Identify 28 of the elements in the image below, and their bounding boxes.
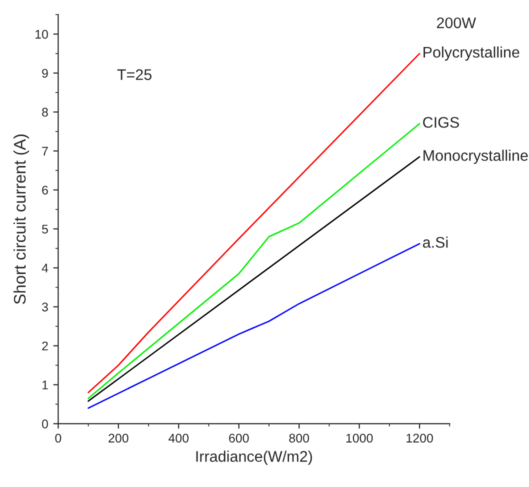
y-tick-label: 7 bbox=[42, 146, 48, 156]
y-tick-label: 8 bbox=[42, 108, 48, 117]
y-tick-label: 6 bbox=[42, 186, 48, 195]
x-tick-label: 1000 bbox=[346, 434, 373, 443]
x-tick-label: 600 bbox=[229, 434, 249, 443]
series-label: Monocrystalline bbox=[424, 150, 528, 164]
line-series bbox=[88, 243, 420, 409]
x-tick-label: 200 bbox=[108, 434, 128, 443]
y-axis-title: Short circuit current (A) bbox=[13, 134, 29, 304]
x-tick-label: 0 bbox=[55, 434, 62, 443]
y-tick-label: 9 bbox=[42, 68, 48, 78]
y-tick-label: 10 bbox=[36, 30, 48, 39]
y-tick-label: 5 bbox=[42, 224, 48, 234]
annotation: T=25 bbox=[117, 69, 152, 80]
x-axis-title: Irradiance(W/m2) bbox=[196, 450, 312, 465]
annotation: 200W bbox=[436, 17, 476, 28]
line-series bbox=[88, 52, 420, 394]
y-tick-label: 1 bbox=[42, 380, 48, 390]
y-tick-label: 4 bbox=[42, 264, 48, 272]
series-label: CIGS bbox=[423, 116, 459, 128]
y-tick-label: 3 bbox=[42, 302, 48, 312]
series-label: Polycrystalline bbox=[424, 46, 520, 61]
x-tick-label: 1200 bbox=[406, 434, 433, 443]
x-tick-label: 800 bbox=[289, 434, 310, 443]
y-tick-label: 2 bbox=[42, 342, 48, 350]
x-tick-label: 400 bbox=[168, 434, 189, 443]
series-label: a.Si bbox=[422, 236, 448, 248]
y-tick-label: 0 bbox=[42, 419, 48, 428]
